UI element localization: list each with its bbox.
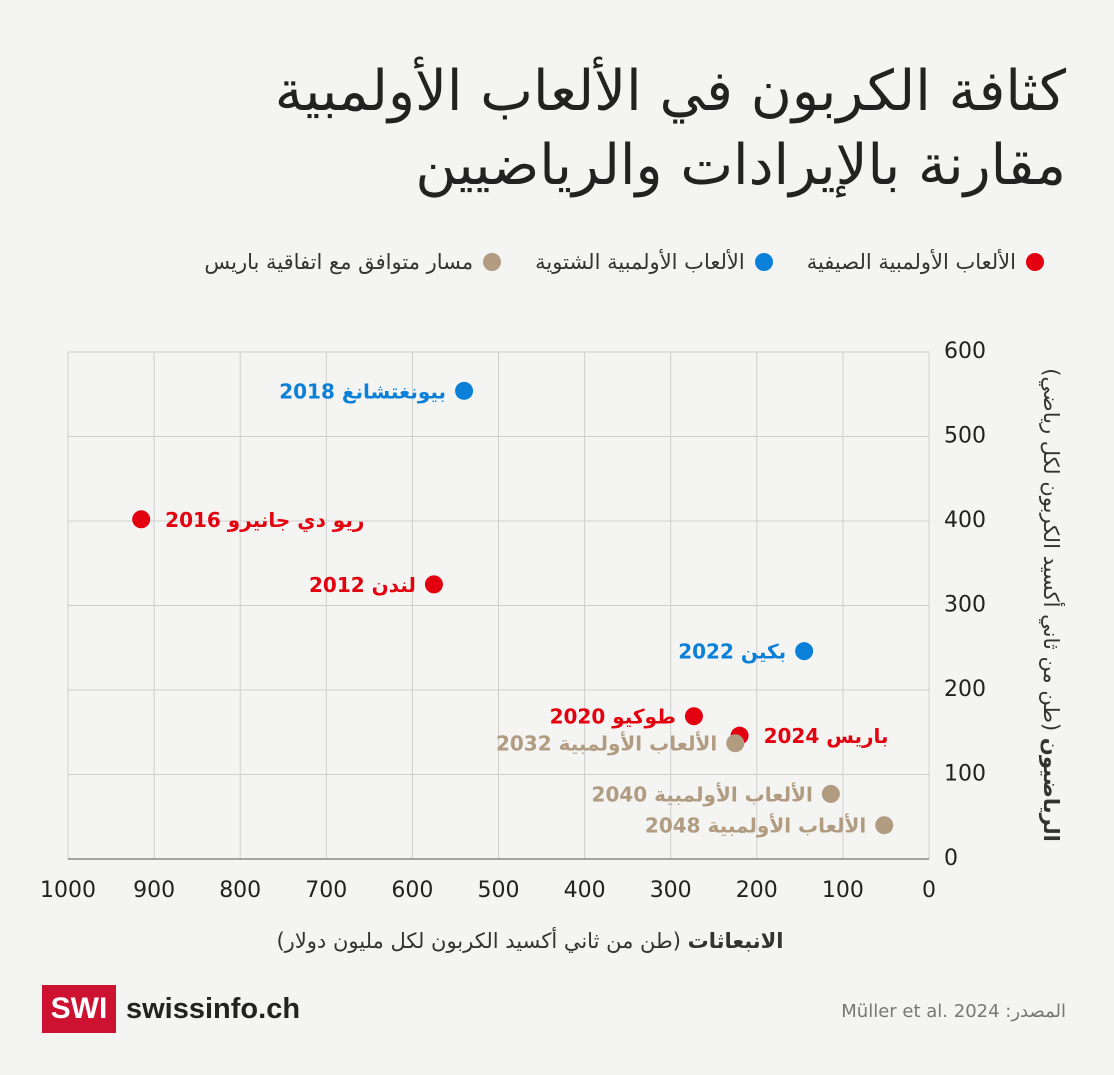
point (424, 575, 443, 594)
x-axis-title-rest: (طن من ثاني أكسيد الكربون لكل مليون دولا… (276, 927, 680, 953)
point-label: بيونغتشانغ 2018 (279, 379, 446, 403)
x-tick-label: 400 (564, 878, 606, 903)
point (726, 734, 745, 753)
legend-swatch (483, 253, 502, 271)
y-tick-label: 600 (944, 339, 986, 364)
x-tick-label: 300 (650, 878, 692, 903)
x-tick-label: 500 (478, 878, 520, 903)
point-label: طوكيو 2020 (550, 705, 676, 729)
legend-label: مسار متوافق مع اتفاقية باريس (204, 250, 474, 274)
x-tick-label: 600 (391, 878, 433, 903)
y-tick-label: 300 (944, 593, 986, 618)
legend-label: الألعاب الأولمبية الشتوية (535, 250, 745, 274)
point (684, 707, 703, 726)
legend-label: الألعاب الأولمبية الصيفية (806, 250, 1016, 274)
x-tick-label: 0 (922, 878, 936, 903)
point (821, 784, 840, 803)
y-axis-title-rest: (طن من ثاني أكسيد الكربون لكل رياضي) (1039, 368, 1065, 731)
point (132, 510, 151, 529)
point-label: بكين 2022 (678, 640, 786, 664)
point-label: الألعاب الأولمبية 2040 (592, 781, 813, 806)
logo-mark: SWI (42, 985, 116, 1033)
x-axis-title-bold: الانبعاثات (688, 929, 784, 953)
y-tick-label: 400 (944, 508, 986, 533)
logo-name: swissinfo.ch (126, 992, 301, 1025)
x-tick-label: 900 (133, 878, 175, 903)
chart-title: كثافة الكربون في الألعاب الأولمبية (274, 59, 1066, 124)
point-label: ريو دي جانيرو 2016 (165, 508, 364, 533)
y-axis-title: الرياضيون (طن من ثاني أكسيد الكربون لكل … (1039, 368, 1065, 842)
x-tick-label: 200 (736, 878, 778, 903)
x-tick-label: 1000 (40, 878, 96, 903)
legend-item: الألعاب الأولمبية الشتوية (535, 250, 773, 274)
x-tick-label: 700 (305, 878, 347, 903)
point (875, 816, 894, 835)
point (795, 642, 814, 661)
legend-swatch (754, 253, 773, 271)
point-label: الألعاب الأولمبية 2048 (645, 813, 866, 838)
legend-swatch (1026, 253, 1044, 271)
logo: SWI swissinfo.ch (42, 985, 300, 1033)
chart-subtitle: مقارنة بالإيرادات والرياضيين (415, 133, 1066, 198)
point-label: الألعاب الأولمبية 2032 (496, 731, 717, 756)
y-tick-label: 500 (944, 424, 986, 449)
y-tick-label: 100 (944, 762, 986, 787)
source: المصدر: Müller et al. 2024 (841, 1001, 1066, 1022)
y-tick-label: 200 (944, 677, 986, 702)
point-label: باريس 2024 (764, 724, 889, 748)
point (455, 381, 474, 400)
legend: الألعاب الأولمبية الصيفية الألعاب الأولمب… (204, 250, 1044, 274)
legend-item: مسار متوافق مع اتفاقية باريس (204, 250, 502, 274)
point-label: لندن 2012 (309, 573, 416, 597)
y-axis-title-bold: الرياضيون (1039, 738, 1063, 842)
x-tick-label: 800 (219, 878, 261, 903)
legend-item: الألعاب الأولمبية الصيفية (807, 250, 1044, 274)
x-tick-label: 100 (822, 878, 864, 903)
x-axis-title: الانبعاثات (طن من ثاني أكسيد الكربون لكل… (276, 927, 783, 953)
y-tick-label: 0 (944, 846, 958, 871)
